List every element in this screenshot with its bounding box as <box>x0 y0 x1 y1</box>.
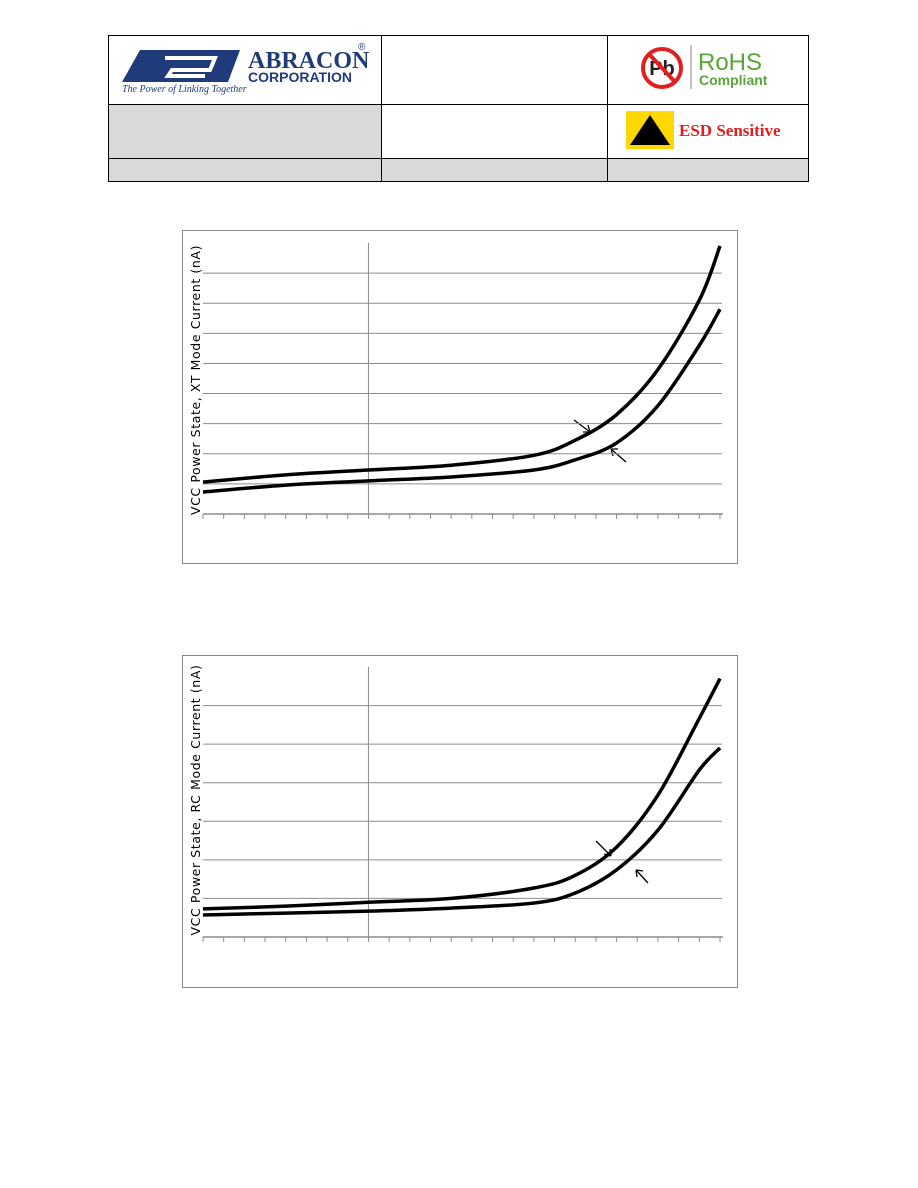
arrow <box>635 869 649 884</box>
rohs-badge: Pb RoHS Compliant <box>641 45 768 89</box>
series-line <box>202 245 722 484</box>
table-border <box>108 35 809 182</box>
no-sign <box>641 47 683 89</box>
y-axis-label: VCC Power State, XT Mode Current (nA) <box>188 245 203 515</box>
gray-row <box>108 158 808 181</box>
tagline: The Power of Linking Together <box>122 84 247 95</box>
chart-frame <box>182 230 738 564</box>
esd-badge: ESD Sensitive <box>626 111 781 149</box>
logo: ABRACON ® CORPORATION The Power of Linki… <box>122 42 370 95</box>
esd-text: ESD Sensitive <box>679 121 781 140</box>
arrow <box>610 448 627 463</box>
y-axis-label: VCC Power State, RC Mode Current (nA) <box>188 665 203 936</box>
arrow <box>573 419 591 433</box>
company: ABRACON <box>248 48 370 74</box>
no-slash <box>647 52 677 84</box>
chart-frame <box>182 655 738 988</box>
logo-link <box>164 56 218 78</box>
compliant: Compliant <box>699 72 768 88</box>
rohs: RoHS <box>698 49 762 76</box>
header-table <box>108 35 809 182</box>
gray-cell <box>108 104 381 158</box>
company-line2: CORPORATION <box>248 69 352 85</box>
series-line <box>202 677 722 911</box>
esd-triangle <box>630 115 670 145</box>
series-line <box>202 746 722 917</box>
registered: ® <box>358 42 366 53</box>
arrows <box>573 419 649 884</box>
series-line <box>202 308 722 494</box>
